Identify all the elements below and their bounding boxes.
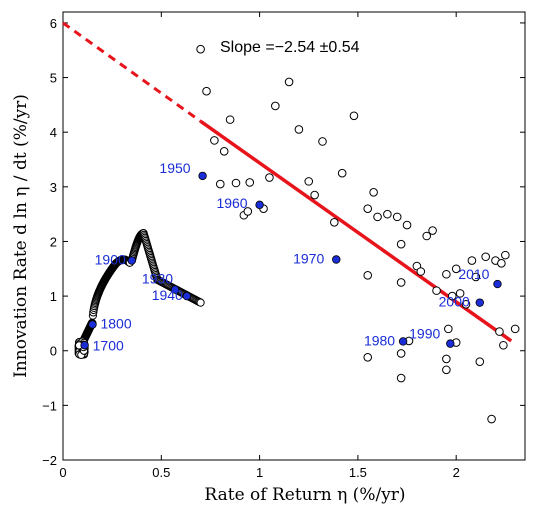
open-point [266, 174, 274, 182]
open-point [488, 415, 496, 423]
year-point [89, 321, 97, 329]
open-point [331, 219, 339, 227]
year-point [199, 172, 207, 180]
open-point [311, 191, 319, 199]
x-tick-label: 1.5 [349, 465, 367, 480]
year-label: 1950 [159, 160, 190, 176]
open-point [370, 188, 378, 196]
open-point [338, 169, 346, 177]
year-label: 1990 [409, 326, 440, 342]
year-point [183, 292, 191, 300]
trajectory-point [197, 299, 204, 306]
y-axis-title: Innovation Rate d ln η / dt (%/yr) [11, 94, 31, 378]
open-point [364, 272, 372, 280]
year-label: 1970 [293, 250, 324, 266]
y-tick-label: 2 [50, 234, 57, 249]
open-point [197, 45, 205, 53]
x-axis-title: Rate of Return η (%/yr) [204, 485, 405, 505]
open-point [374, 213, 382, 221]
plot-frame [63, 12, 525, 460]
open-point [498, 260, 506, 268]
open-point [211, 137, 219, 145]
open-point [482, 253, 490, 261]
year-label: 1940 [152, 287, 183, 303]
open-point [417, 268, 425, 276]
year-label: 1980 [364, 332, 395, 348]
open-point [496, 328, 504, 336]
y-tick-label: 1 [50, 289, 57, 304]
y-tick-label: 3 [50, 180, 57, 195]
axis-ticks: 0 0.5 1 1.5 2 −2 −1 0 1 2 3 4 5 6 [42, 12, 525, 480]
open-point [220, 148, 228, 156]
open-point [203, 87, 211, 95]
open-point [443, 355, 451, 363]
year-point [446, 340, 454, 348]
year-point [494, 280, 502, 288]
y-tick-label: −1 [42, 398, 57, 413]
x-tick-label: 2 [453, 465, 460, 480]
fit-line-extrapolated [63, 23, 201, 121]
y-tick-label: 5 [50, 71, 57, 86]
y-tick-label: 6 [50, 16, 57, 31]
x-tick-label: 0.5 [152, 465, 170, 480]
year-label: 1700 [93, 337, 124, 353]
open-point [272, 102, 280, 110]
open-point [364, 205, 372, 213]
y-tick-label: 4 [50, 125, 57, 140]
year-label: 1960 [216, 195, 247, 211]
open-point [502, 251, 510, 259]
year-label: 2010 [458, 266, 489, 282]
year-point [256, 201, 264, 209]
open-point [397, 279, 405, 287]
open-point [393, 213, 401, 221]
year-point [476, 299, 484, 307]
open-point [305, 178, 313, 186]
open-point [468, 257, 476, 265]
x-tick-label: 0 [59, 465, 66, 480]
data-points [75, 45, 519, 422]
open-point [216, 180, 224, 188]
open-point [226, 116, 234, 124]
year-point [399, 338, 407, 346]
year-label: 1800 [100, 316, 131, 332]
open-point [246, 179, 254, 187]
open-point [443, 270, 451, 278]
open-point [476, 358, 484, 366]
y-tick-label: 0 [50, 344, 57, 359]
open-point [295, 126, 303, 134]
slope-annotation: Slope =−2.54 ±0.54 [220, 39, 360, 56]
open-point [445, 325, 453, 333]
open-point [403, 221, 411, 229]
year-label: 1930 [142, 271, 173, 287]
open-point [350, 112, 358, 120]
y-tick-label: −2 [42, 453, 57, 468]
open-point [429, 227, 437, 235]
open-point [319, 138, 327, 146]
open-point [232, 179, 240, 187]
open-point [285, 78, 293, 86]
x-tick-label: 1 [256, 465, 263, 480]
year-label: 1900 [95, 252, 126, 268]
open-point [397, 374, 405, 382]
open-point [511, 325, 519, 333]
year-point [332, 256, 340, 264]
open-point [397, 240, 405, 248]
open-point [500, 341, 508, 349]
year-point [128, 257, 136, 265]
open-point [384, 210, 392, 218]
year-point [81, 341, 89, 349]
open-point [364, 353, 372, 361]
open-point [397, 350, 405, 358]
open-point [443, 366, 451, 374]
year-label: 2000 [439, 294, 470, 310]
